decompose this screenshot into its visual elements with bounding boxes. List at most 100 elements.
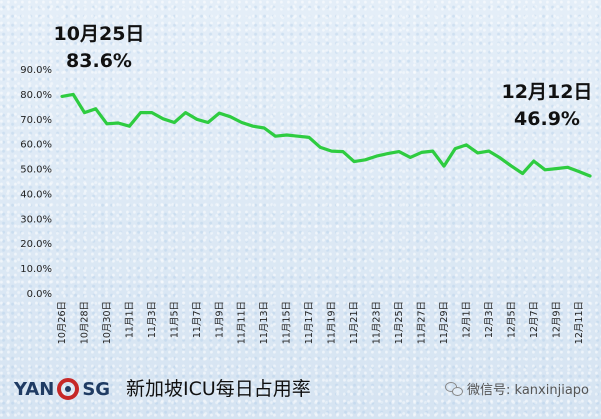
data-point (206, 121, 210, 124)
data-point (139, 111, 142, 114)
data-point (307, 136, 311, 139)
data-point (454, 147, 457, 150)
data-point (375, 154, 378, 158)
y-tick-label: 70.0% (20, 115, 52, 126)
x-tick-label: 12月9日 (551, 301, 562, 338)
data-point (465, 143, 468, 147)
data-point (341, 150, 345, 153)
x-tick-label: 10月28日 (79, 301, 90, 344)
x-tick-label: 11月15日 (282, 301, 293, 344)
data-point (386, 152, 389, 155)
x-tick-label: 11月7日 (192, 301, 203, 338)
data-point (60, 95, 64, 98)
data-point (251, 125, 255, 128)
x-tick-label: 11月11日 (237, 301, 248, 344)
data-point (72, 93, 75, 96)
data-point (296, 135, 300, 138)
data-point (330, 149, 333, 153)
data-point (566, 166, 569, 169)
data-point (117, 121, 120, 125)
data-point (577, 170, 580, 173)
data-point (543, 168, 547, 171)
data-point (319, 146, 322, 149)
data-point (420, 151, 423, 154)
x-tick-label: 11月27日 (416, 301, 427, 344)
data-point (83, 111, 86, 114)
occupancy-series (60, 92, 592, 178)
data-point (409, 156, 412, 159)
x-tick-label: 10月26日 (57, 301, 68, 344)
data-point (195, 118, 198, 121)
yansg-logo: YAN SG (14, 374, 110, 404)
icu-occupancy-chart: 0.0% 10.0% 20.0% 30.0% 40.0% 50.0% 60.0% 70.0% 8… (20, 65, 592, 344)
x-axis: 10月26日 10月28日 10月30日 11月1日 11月3日 11月5日 11月7日 11… (57, 301, 585, 344)
data-point (240, 121, 243, 124)
data-point (476, 151, 479, 155)
x-tick-label: 11月21日 (349, 301, 360, 344)
wechat-id: 微信号: kanxinjiapo (445, 379, 589, 398)
data-point (521, 172, 524, 175)
data-point (128, 125, 131, 128)
data-point (498, 156, 502, 160)
data-point (397, 150, 401, 153)
y-axis: 0.0% 10.0% 20.0% 30.0% 40.0% 50.0% 60.0% 70.0% 8… (20, 65, 52, 300)
wechat-icon (445, 381, 464, 396)
x-tick-label: 11月3日 (147, 301, 158, 338)
annotation-start: 10月25日 83.6% (44, 24, 154, 72)
data-point (442, 164, 446, 168)
x-tick-label: 12月3日 (484, 301, 495, 338)
wechat-text: 微信号: kanxinjiapo (467, 383, 589, 398)
logo-text-left: YAN (14, 378, 55, 400)
x-tick-label: 11月23日 (372, 301, 383, 344)
annotation-end: 12月12日 46.9% (492, 82, 601, 130)
data-point (352, 160, 356, 163)
x-tick-label: 10月30日 (102, 301, 113, 344)
y-tick-label: 50.0% (20, 165, 52, 176)
y-tick-label: 40.0% (20, 189, 52, 200)
data-point (184, 111, 187, 114)
y-tick-label: 80.0% (20, 90, 52, 101)
data-point (555, 167, 558, 170)
annotation-end-value: 46.9% (514, 107, 580, 130)
data-point (94, 107, 97, 111)
occupancy-line (60, 92, 592, 178)
data-point (263, 126, 266, 130)
y-tick-label: 0.0% (27, 289, 52, 300)
data-point (510, 164, 513, 168)
y-tick-label: 60.0% (20, 140, 52, 151)
x-tick-label: 11月5日 (169, 301, 180, 338)
data-point (274, 135, 277, 138)
data-point (532, 159, 535, 163)
data-point (229, 115, 232, 119)
logo-text-right: SG (82, 378, 111, 400)
x-tick-label: 11月17日 (304, 301, 315, 344)
y-tick-label: 10.0% (20, 264, 52, 275)
data-point (150, 111, 154, 114)
x-tick-label: 12月11日 (574, 301, 585, 344)
x-tick-label: 12月7日 (529, 301, 540, 338)
x-tick-label: 12月5日 (506, 301, 517, 338)
y-tick-label: 20.0% (20, 239, 52, 250)
data-point (173, 121, 176, 124)
x-tick-label: 11月1日 (124, 301, 135, 338)
x-tick-label: 12月1日 (461, 301, 472, 338)
logo-ring-icon (57, 378, 80, 400)
y-tick-label: 90.0% (20, 65, 52, 76)
footer-title: 新加坡ICU每日占用率 (126, 378, 311, 400)
annotation-start-date: 10月25日 (53, 23, 145, 45)
data-point (105, 122, 109, 126)
y-tick-label: 30.0% (20, 214, 52, 225)
x-tick-label: 11月25日 (394, 301, 405, 344)
data-point (218, 111, 221, 115)
annotation-start-value: 83.6% (66, 49, 132, 72)
data-point (431, 149, 434, 153)
annotation-end-date: 12月12日 (501, 81, 593, 103)
data-point (285, 133, 288, 137)
data-point (487, 149, 491, 153)
x-tick-label: 11月9日 (214, 301, 225, 338)
data-point (364, 158, 367, 161)
data-point (161, 117, 165, 121)
x-tick-label: 11月19日 (327, 301, 338, 344)
x-tick-label: 11月13日 (259, 301, 270, 344)
footer: YAN SG 新加坡ICU每日占用率 微信号: kanxinjiapo (0, 362, 601, 419)
